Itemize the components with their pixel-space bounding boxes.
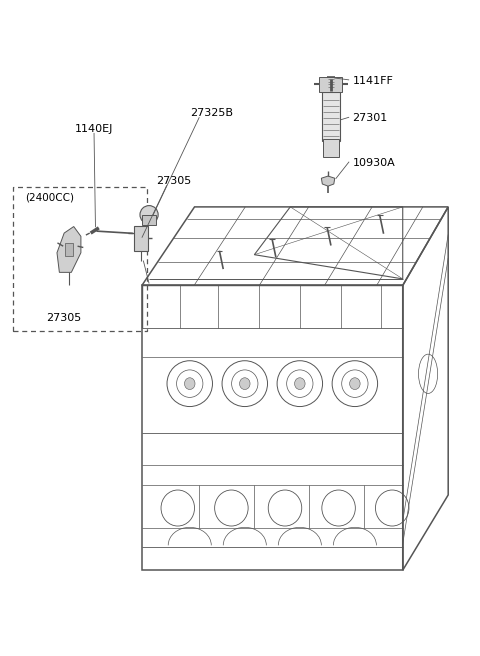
Bar [320,77,342,92]
Ellipse shape [349,378,360,390]
Text: 27301: 27301 [352,113,388,123]
Text: (2400CC): (2400CC) [24,192,73,202]
Text: 10930A: 10930A [352,157,395,168]
Text: 27305: 27305 [156,176,192,186]
Bar [134,226,148,251]
Polygon shape [65,243,73,256]
Ellipse shape [295,378,305,390]
Bar [12,187,147,331]
Ellipse shape [140,205,158,224]
Ellipse shape [240,378,250,390]
Text: 27305: 27305 [46,314,82,323]
Text: 1140EJ: 1140EJ [75,123,113,134]
Polygon shape [57,226,81,272]
Ellipse shape [184,378,195,390]
Bar [323,92,339,141]
Polygon shape [322,176,335,186]
Bar [142,215,156,224]
Bar [323,139,338,157]
Text: 27325B: 27325B [190,108,233,118]
Text: 1141FF: 1141FF [352,77,393,87]
